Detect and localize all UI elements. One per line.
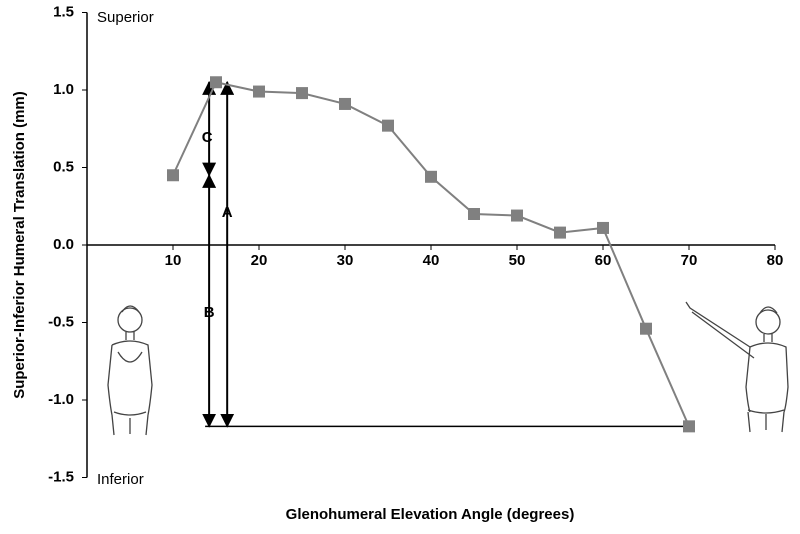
y-tick-label: 0.0: [53, 236, 74, 253]
marker: [597, 221, 609, 234]
y-tick-label: 0.5: [53, 158, 74, 175]
y-tick-label: -0.5: [48, 313, 74, 330]
x-tick-label: 70: [681, 252, 698, 269]
marker: [339, 97, 351, 110]
x-tick-label: 80: [767, 252, 784, 269]
marker: [425, 170, 437, 183]
marker: [511, 209, 523, 222]
figure-left: [107, 305, 153, 436]
annotation: C: [202, 129, 213, 146]
x-tick-label: 10: [165, 252, 182, 269]
marker: [554, 226, 566, 239]
y-tick-label: 1.0: [53, 81, 74, 98]
annotation: B: [204, 304, 215, 321]
y-tick-label: -1.5: [48, 468, 74, 485]
figure-right: [685, 301, 789, 433]
marker: [640, 322, 652, 335]
marker: [296, 87, 308, 100]
annotation: A: [222, 204, 233, 221]
marker: [253, 85, 265, 98]
x-axis-label: Glenohumeral Elevation Angle (degrees): [286, 506, 575, 523]
x-tick-label: 50: [509, 252, 526, 269]
x-tick-label: 20: [251, 252, 268, 269]
y-tick-label: 1.5: [53, 3, 74, 20]
x-tick-label: 40: [423, 252, 440, 269]
x-tick-label: 60: [595, 252, 612, 269]
annotation: Inferior: [97, 471, 144, 488]
marker: [382, 119, 394, 132]
y-tick-label: -1.0: [48, 391, 74, 408]
marker: [167, 169, 179, 182]
marker: [468, 208, 480, 220]
annotation: Superior: [97, 9, 154, 26]
marker: [683, 420, 695, 433]
x-tick-label: 30: [337, 252, 354, 269]
y-axis-label: Superior-Inferior Humeral Translation (m…: [11, 91, 28, 399]
marker: [210, 76, 222, 89]
